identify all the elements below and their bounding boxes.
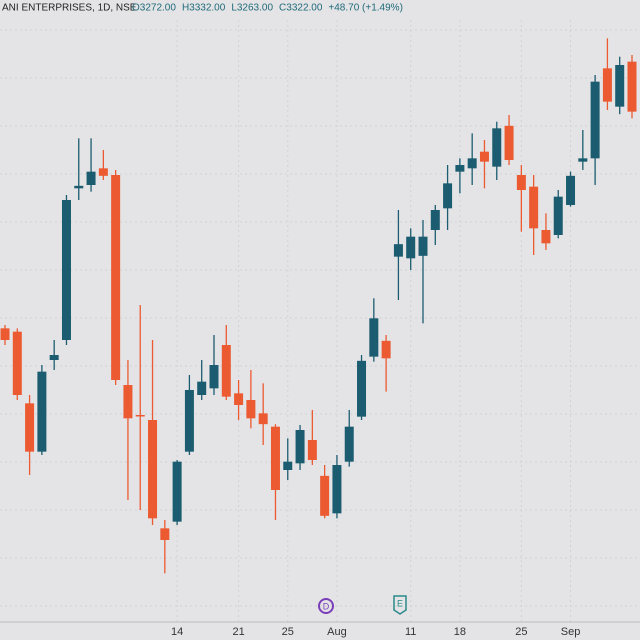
candle-body: [320, 475, 330, 516]
ohlc-value: O3272.00: [132, 3, 176, 14]
x-tick-label: 14: [171, 626, 183, 638]
candle-body: [86, 171, 96, 185]
candle-body: [443, 183, 453, 209]
candle-body: [0, 328, 10, 340]
event-dividend[interactable]: D: [318, 598, 334, 614]
candle-body: [61, 200, 71, 340]
event-label: E: [397, 598, 403, 608]
chart-title: ANI ENTERPRISES, 1D, NSE: [2, 3, 137, 14]
candle-body: [516, 175, 526, 190]
candle-body: [123, 385, 133, 419]
x-tick-label: Aug: [327, 626, 347, 638]
candle-body: [25, 403, 35, 452]
candle-body: [307, 440, 317, 460]
ohlc-value: C3322.00: [279, 3, 323, 14]
x-tick-label: 25: [282, 626, 294, 638]
candle-body: [602, 68, 612, 102]
x-tick-label: 25: [515, 626, 527, 638]
event-label: D: [323, 601, 330, 611]
candle-body: [197, 381, 207, 395]
candle-body: [49, 355, 59, 360]
candle-body: [246, 400, 256, 419]
ohlc-value: L3263.00: [231, 3, 273, 14]
candle-body: [135, 415, 145, 417]
candle-body: [37, 371, 47, 452]
candle-body: [479, 151, 489, 162]
candle-body: [430, 210, 440, 230]
candle-body: [148, 420, 158, 519]
candle-body: [529, 186, 539, 229]
candle-body: [578, 158, 588, 162]
candle-body: [357, 360, 367, 417]
x-tick-label: 11: [405, 626, 416, 638]
ohlc-value: +48.70 (+1.49%): [328, 3, 403, 14]
candle-body: [270, 426, 280, 490]
candle-body: [627, 61, 637, 112]
candle-body: [344, 426, 354, 462]
candle-body: [74, 185, 84, 189]
x-tick-label: 21: [232, 626, 244, 638]
candles: [0, 38, 637, 574]
candle-body: [406, 236, 416, 259]
candle-body: [492, 128, 502, 167]
candle-body: [504, 125, 514, 160]
x-axis-labels: 14 21 25 Aug 11 18 25 Sep: [171, 626, 580, 638]
candle-body: [553, 196, 563, 235]
candle-body: [455, 165, 465, 172]
candle-body: [258, 413, 268, 425]
candle-body: [295, 430, 305, 464]
candle-body: [209, 365, 219, 389]
candle-body: [98, 168, 108, 176]
candle-body: [283, 461, 293, 470]
candle-body: [160, 528, 170, 540]
candle-body: [111, 175, 121, 380]
event-earnings[interactable]: E: [393, 595, 407, 615]
candle-body: [541, 230, 551, 244]
candle-body: [221, 345, 231, 397]
candle-body: [615, 65, 625, 107]
candle-body: [590, 81, 600, 159]
grid: [0, 20, 640, 622]
candle-body: [332, 465, 342, 514]
candle-body: [381, 340, 391, 359]
candle-body: [393, 244, 403, 257]
event-icon: [393, 595, 407, 615]
candle-body: [369, 318, 379, 357]
ohlc-value: H3332.00: [182, 3, 226, 14]
event-icon: [318, 598, 334, 614]
candle-body: [12, 331, 22, 395]
candle-body: [418, 236, 428, 256]
candle-body: [467, 158, 477, 169]
candle-body: [234, 393, 244, 405]
candle-body: [184, 390, 194, 452]
x-tick-label: Sep: [561, 626, 581, 638]
x-tick-label: 18: [454, 626, 466, 638]
candle-body: [172, 461, 182, 522]
candle-body: [566, 175, 576, 205]
ohlc-legend: O3272.00 H3332.00 L3263.00 C3322.00 +48.70 (…: [132, 3, 403, 14]
